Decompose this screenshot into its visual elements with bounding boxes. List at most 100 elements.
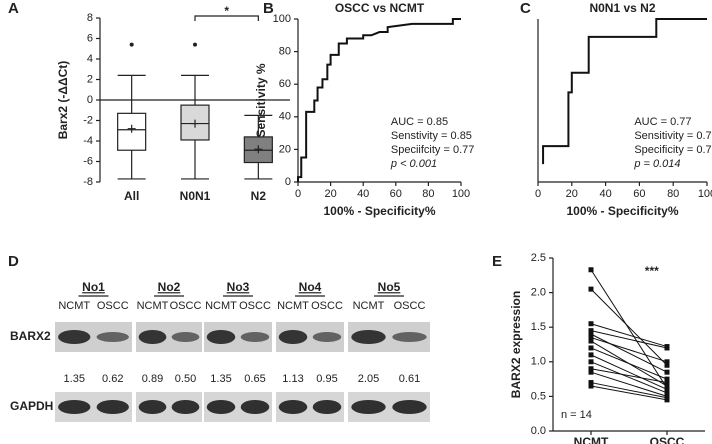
x-tick-label: 0 — [535, 188, 541, 200]
band-ratio: 0.89 — [142, 373, 163, 385]
x-tick-label: 80 — [667, 188, 679, 200]
point — [664, 376, 670, 382]
band — [351, 330, 386, 344]
pair-line — [590, 371, 668, 397]
mean — [127, 124, 136, 133]
lane-label: NCMT — [277, 300, 309, 312]
y-axis-label: Barx2 (-ΔΔCt) — [56, 61, 70, 140]
pair-line — [590, 347, 668, 380]
x-tick-label: 40 — [599, 188, 611, 200]
point — [588, 366, 594, 372]
point — [588, 380, 594, 386]
point — [588, 359, 594, 365]
point — [664, 345, 670, 351]
point — [588, 328, 594, 334]
band — [351, 400, 386, 414]
annotation: AUC = 0.77 — [634, 116, 691, 128]
row-label: GAPDH — [10, 399, 53, 413]
lane-label: NCMT — [205, 300, 237, 312]
x-tick-label: 20 — [324, 188, 336, 200]
lane-label: NCMT — [353, 300, 385, 312]
y-tick-label: 2 — [87, 73, 93, 85]
pair-line — [590, 288, 668, 366]
lane-label: NCMT — [58, 300, 90, 312]
lane-label: OSCC — [97, 300, 129, 312]
band — [240, 400, 270, 414]
point — [588, 345, 594, 351]
annotation: Sensitivity = 0.77 — [634, 130, 712, 142]
y-tick-label: 1.0 — [531, 356, 546, 368]
y-tick-label: 0 — [285, 176, 291, 188]
band — [278, 400, 308, 414]
point — [588, 335, 594, 341]
panel-label: A — [8, 0, 19, 17]
pair-line — [590, 368, 668, 384]
point — [588, 338, 594, 344]
x-tick-label: 60 — [633, 188, 645, 200]
sample-size: n = 14 — [561, 409, 592, 421]
point — [664, 362, 670, 368]
point — [588, 369, 594, 375]
band — [312, 332, 342, 342]
point — [664, 380, 670, 386]
y-tick-label: -2 — [83, 114, 93, 126]
group-label: No3 — [227, 280, 250, 294]
x-axis-label: 100% - Specificity% — [566, 204, 678, 218]
band — [392, 400, 427, 414]
roc-curve — [542, 18, 707, 165]
group-label: No5 — [378, 280, 401, 294]
y-tick-label: 0 — [87, 94, 93, 106]
band-ratio: 1.35 — [210, 373, 231, 385]
point — [588, 286, 594, 292]
y-tick-label: 8 — [87, 12, 93, 24]
x-tick-label: NCMT — [574, 435, 609, 444]
point — [664, 369, 670, 375]
pair-line — [590, 330, 668, 349]
y-axis-label: BARX2 expression — [509, 291, 523, 398]
band — [96, 400, 129, 414]
y-tick-label: 2.5 — [531, 252, 546, 264]
group-label: No4 — [299, 280, 322, 294]
band — [171, 332, 200, 342]
x-tick-label: N0N1 — [180, 189, 211, 203]
x-tick-label: 0 — [295, 188, 301, 200]
pair-line — [590, 323, 668, 348]
pair-line — [590, 354, 668, 390]
band — [392, 332, 427, 342]
significance: *** — [645, 264, 659, 278]
band-ratio: 2.05 — [358, 373, 379, 385]
y-tick-label: 80 — [279, 46, 291, 58]
lane-label: OSCC — [394, 300, 426, 312]
point — [588, 383, 594, 389]
x-tick-label: 80 — [422, 188, 434, 200]
y-tick-label: 0.0 — [531, 425, 546, 437]
y-tick-label: 4 — [87, 53, 93, 65]
band — [240, 332, 270, 342]
point — [664, 386, 670, 392]
band — [58, 330, 91, 344]
band-ratio: 1.35 — [64, 373, 85, 385]
chart-title: N0N1 vs N2 — [589, 1, 655, 15]
band — [206, 400, 236, 414]
significance-bracket — [194, 15, 259, 21]
y-tick-label: 1.5 — [531, 321, 546, 333]
y-tick-label: -6 — [83, 155, 93, 167]
lane-label: NCMT — [137, 300, 169, 312]
band — [206, 330, 236, 344]
x-tick-label: 60 — [390, 188, 402, 200]
outlier — [193, 42, 197, 47]
y-tick-label: 2.0 — [531, 287, 546, 299]
y-tick-label: -4 — [83, 135, 93, 147]
y-tick-label: 20 — [279, 143, 291, 155]
point — [588, 331, 594, 337]
band-ratio: 0.65 — [244, 373, 265, 385]
lane-label: OSCC — [311, 300, 343, 312]
y-axis-label: Sensitivity % — [254, 63, 268, 137]
lane-label: OSCC — [239, 300, 271, 312]
lane-label: OSCC — [170, 300, 202, 312]
band — [138, 400, 167, 414]
pair-line — [590, 382, 668, 399]
y-tick-label: 40 — [279, 111, 291, 123]
x-tick-label: 40 — [357, 188, 369, 200]
